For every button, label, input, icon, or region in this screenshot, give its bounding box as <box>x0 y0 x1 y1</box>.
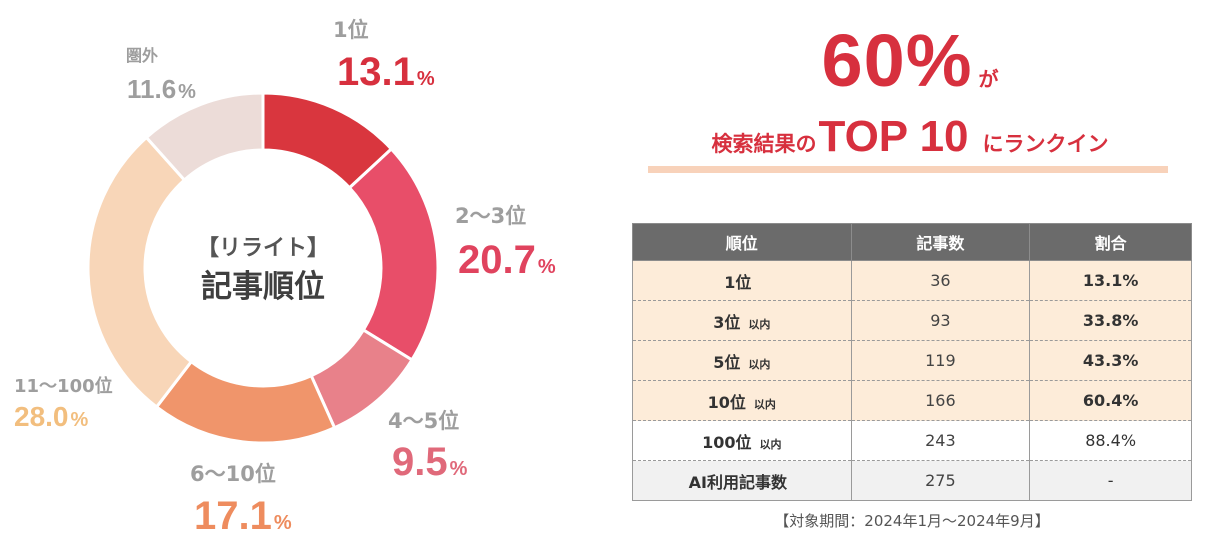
count-cell: 36 <box>850 260 1031 301</box>
headline: 60% が <box>640 18 1180 103</box>
ratio-cell: 33.8% <box>1029 300 1192 341</box>
slice-value-rank11-100: 28.0% <box>14 401 89 432</box>
rank-cell: 10位 以内 <box>632 380 852 421</box>
headline-particle: が <box>978 67 999 91</box>
table-row: 3位 以内 93 33.8% <box>632 300 1192 341</box>
donut-slice-out-of-rank <box>144 91 265 183</box>
table-row: 10位 以内 166 60.4% <box>632 380 1192 421</box>
slice-value-out-of-rank: 11.6% <box>127 74 196 104</box>
center-label-line2: 記事順位 <box>201 269 325 305</box>
rank-cell: 100位 以内 <box>632 420 852 461</box>
count-cell: 119 <box>850 340 1031 381</box>
table-header-row: 順位 記事数 割合 <box>632 223 1192 261</box>
ranking-table: 順位 記事数 割合 1位 36 13.1% 3位 以内 93 33.8% 5位 以内… <box>632 223 1192 501</box>
headline-underline <box>648 166 1168 173</box>
slice-label-rank1: 1位 <box>333 18 369 42</box>
slice-label-rank6-10: 6〜10位 <box>190 462 276 486</box>
slice-value-rank1: 13.1% <box>337 50 435 94</box>
rank-cell: AI利用記事数 <box>632 460 852 501</box>
donut-chart: 【リライト】 記事順位 <box>86 91 440 445</box>
count-cell: 93 <box>850 300 1031 341</box>
header-rank: 順位 <box>632 223 852 261</box>
subtitle-suffix: にランクイン <box>982 132 1109 156</box>
table-row: 5位 以内 119 43.3% <box>632 340 1192 381</box>
header-count: 記事数 <box>850 223 1031 261</box>
subtitle-top10: TOP 10 <box>818 112 969 161</box>
ratio-cell: 13.1% <box>1029 260 1192 301</box>
count-cell: 243 <box>850 420 1031 461</box>
target-period: 【対象期間：2024年1月〜2024年9月】 <box>774 512 1050 530</box>
header-ratio: 割合 <box>1029 223 1192 261</box>
slice-label-out-of-rank: 圏外 <box>126 46 159 65</box>
ratio-cell: 43.3% <box>1029 340 1192 381</box>
subtitle-prefix: 検索結果の <box>711 132 817 156</box>
count-cell: 166 <box>850 380 1031 421</box>
ratio-cell: 88.4% <box>1029 420 1192 461</box>
rank-cell: 1位 <box>632 260 852 301</box>
slice-value-rank4-5: 9.5% <box>392 440 468 484</box>
headline-percentage: 60% <box>821 19 973 102</box>
count-cell: 275 <box>850 460 1031 501</box>
slice-label-rank4-5: 4〜5位 <box>388 409 460 433</box>
headline-subtitle: 検索結果のTOP 10 にランクイン <box>650 112 1170 162</box>
donut-slices <box>86 91 440 445</box>
donut-slice-rank11-100 <box>86 135 194 410</box>
center-label-line1: 【リライト】 <box>197 236 329 261</box>
slice-label-rank11-100: 11〜100位 <box>14 376 113 397</box>
rank-cell: 5位 以内 <box>632 340 852 381</box>
table-row: 1位 36 13.1% <box>632 260 1192 301</box>
slice-label-rank2-3: 2〜3位 <box>455 204 527 228</box>
slice-value-rank6-10: 17.1% <box>194 494 292 538</box>
rank-cell: 3位 以内 <box>632 300 852 341</box>
slice-value-rank2-3: 20.7% <box>458 238 556 282</box>
table-row: 100位 以内 243 88.4% <box>632 420 1192 461</box>
ratio-cell: - <box>1029 460 1192 501</box>
ratio-cell: 60.4% <box>1029 380 1192 421</box>
table-row: AI利用記事数 275 - <box>632 460 1192 501</box>
